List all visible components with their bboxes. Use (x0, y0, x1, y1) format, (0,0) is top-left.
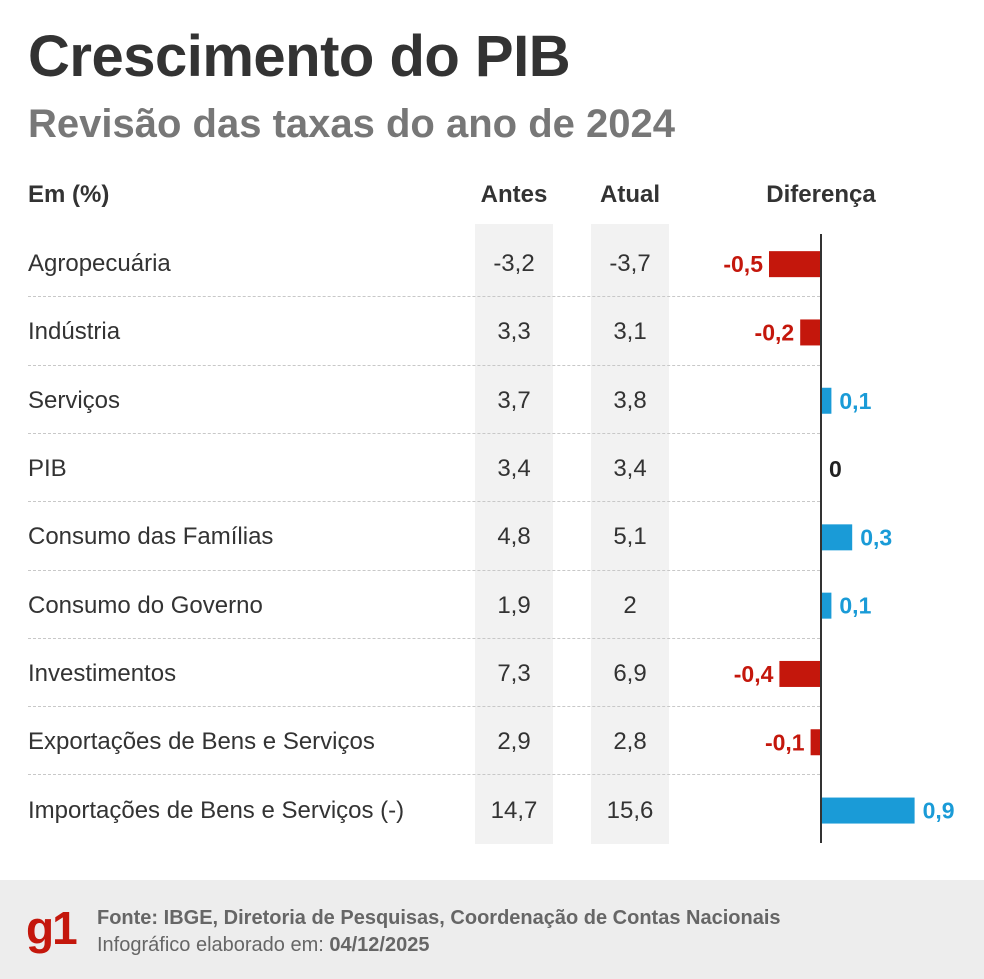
date-value: 04/12/2025 (329, 934, 430, 956)
diff-bar-servicos (821, 387, 832, 414)
row-separator (28, 570, 820, 571)
atual-value-servicos: 3,8 (613, 387, 647, 414)
header-antes: Antes (480, 181, 548, 208)
diff-bar-industria (800, 319, 821, 346)
row-label-industria: Indústria (28, 318, 121, 345)
footer: g1 Fonte: IBGE, Diretoria de Pesquisas, … (0, 880, 984, 979)
row-separator (28, 296, 820, 297)
atual-value-exportacoes-de-bens-e-servicos: 2,8 (613, 728, 647, 755)
antes-value-exportacoes-de-bens-e-servicos: 2,9 (497, 728, 531, 755)
row-separator (28, 638, 820, 639)
antes-value-consumo-do-governo: 1,9 (497, 592, 531, 619)
row-separator (28, 433, 820, 434)
diff-label-agropecuaria: -0,5 (723, 251, 763, 277)
diff-label-importacoes-de-bens-e-servicos: 0,9 (923, 798, 955, 824)
atual-value-investimentos: 6,9 (613, 660, 647, 687)
antes-column-background (475, 224, 553, 844)
antes-value-industria: 3,3 (497, 318, 531, 345)
antes-value-agropecuaria: -3,2 (493, 250, 535, 277)
antes-value-importacoes-de-bens-e-servicos: 14,7 (490, 797, 538, 824)
source-text: Fonte: IBGE, Diretoria de Pesquisas, Coo… (97, 907, 781, 929)
atual-value-consumo-das-familias: 5,1 (613, 523, 647, 550)
diff-bar-agropecuaria (769, 251, 821, 278)
chart-subtitle: Revisão das taxas do ano de 2024 (28, 102, 675, 146)
date-prefix: Infográfico elaborado em: (97, 934, 330, 956)
diff-bar-exportacoes-de-bens-e-servicos (810, 729, 821, 756)
header-unit-label: Em (%) (28, 181, 110, 208)
diff-label-servicos: 0,1 (839, 388, 871, 414)
row-label-pib: PIB (28, 455, 67, 482)
row-label-consumo-do-governo: Consumo do Governo (28, 592, 263, 619)
diff-label-investimentos: -0,4 (734, 661, 774, 687)
atual-value-agropecuaria: -3,7 (609, 250, 651, 277)
antes-value-servicos: 3,7 (497, 387, 531, 414)
row-separator (28, 706, 820, 707)
row-label-consumo-das-familias: Consumo das Famílias (28, 523, 274, 550)
difference-bar-chart: -0,5 -0,2 0,1 0 0,3 0,1 -0,4 -0,1 0,9 (723, 234, 955, 843)
atual-value-industria: 3,1 (613, 318, 647, 345)
atual-column-background (591, 224, 669, 844)
row-label-importacoes-de-bens-e-servicos: Importações de Bens e Serviços (-) (28, 797, 405, 824)
row-separator (28, 365, 820, 366)
diff-label-exportacoes-de-bens-e-servicos: -0,1 (765, 729, 805, 755)
diff-bar-investimentos (779, 660, 821, 687)
row-separator (28, 501, 820, 502)
row-label-investimentos: Investimentos (28, 660, 177, 687)
antes-value-pib: 3,4 (497, 455, 531, 482)
g1-logo: g1 (26, 902, 78, 954)
atual-value-importacoes-de-bens-e-servicos: 15,6 (606, 797, 654, 824)
diff-label-consumo-do-governo: 0,1 (839, 593, 871, 619)
chart-title: Crescimento do PIB (28, 24, 571, 89)
diff-bar-importacoes-de-bens-e-servicos (821, 797, 915, 824)
row-separator (28, 774, 820, 775)
diff-bar-consumo-do-governo (821, 592, 832, 619)
row-label-exportacoes-de-bens-e-servicos: Exportações de Bens e Serviços (28, 728, 375, 755)
diff-label-consumo-das-familias: 0,3 (860, 524, 892, 550)
row-label-agropecuaria: Agropecuária (28, 250, 171, 277)
antes-value-investimentos: 7,3 (497, 660, 531, 687)
row-label-servicos: Serviços (28, 387, 121, 414)
header-atual: Atual (600, 181, 660, 208)
date-line: Infográfico elaborado em: 04/12/2025 (97, 932, 429, 958)
diff-label-industria: -0,2 (755, 319, 795, 345)
diff-label-pib: 0 (829, 456, 842, 482)
antes-value-consumo-das-familias: 4,8 (497, 523, 531, 550)
header-diferenca: Diferença (766, 181, 876, 208)
data-table: Agropecuária -3,2 -3,7 Indústria 3,3 3,1 Servi… (28, 250, 820, 824)
atual-value-pib: 3,4 (613, 455, 647, 482)
atual-value-consumo-do-governo: 2 (623, 592, 637, 619)
diff-bar-consumo-das-familias (821, 524, 853, 551)
